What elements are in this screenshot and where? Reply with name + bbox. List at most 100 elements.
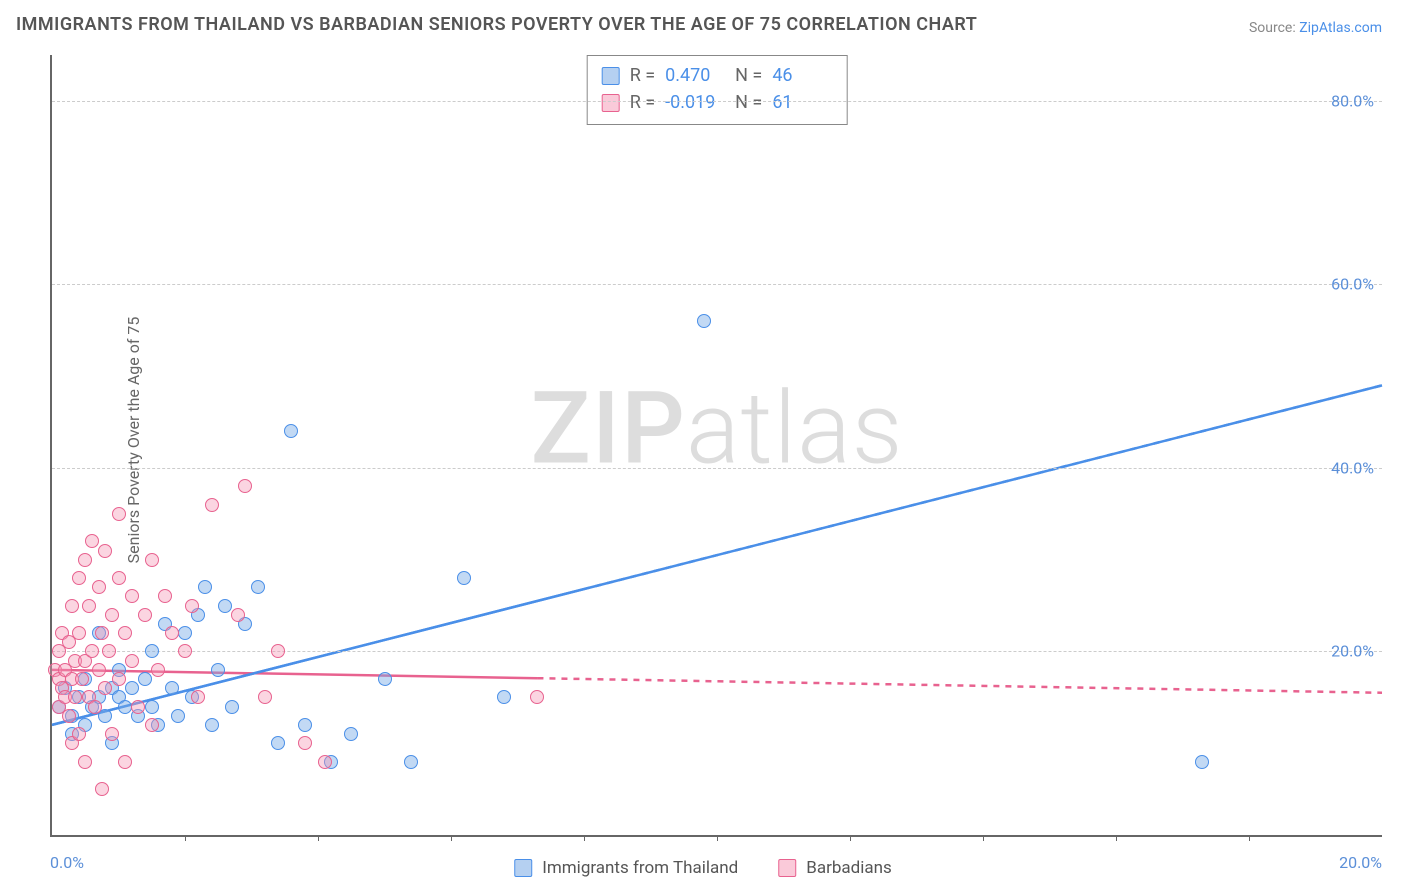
- scatter-point: [92, 580, 106, 594]
- legend-item-thailand: Immigrants from Thailand: [514, 858, 738, 878]
- scatter-point: [125, 589, 139, 603]
- scatter-point: [72, 626, 86, 640]
- scatter-point: [205, 718, 219, 732]
- scatter-point: [68, 690, 82, 704]
- correlation-stats-box: R = 0.470 N = 46 R = -0.019 N = 61: [587, 55, 848, 125]
- scatter-point: [344, 727, 358, 741]
- scatter-point: [697, 314, 711, 328]
- scatter-point: [112, 507, 126, 521]
- scatter-point: [112, 571, 126, 585]
- scatter-point: [318, 755, 332, 769]
- scatter-point: [218, 599, 232, 613]
- scatter-point: [251, 580, 265, 594]
- scatter-point: [118, 626, 132, 640]
- scatter-point: [198, 580, 212, 594]
- stats-row-thailand: R = 0.470 N = 46: [602, 62, 833, 89]
- scatter-point: [457, 571, 471, 585]
- n-value-barbadians: 61: [772, 89, 832, 116]
- x-minor-tick: [717, 835, 718, 841]
- scatter-point: [118, 700, 132, 714]
- scatter-point: [298, 718, 312, 732]
- scatter-point: [271, 736, 285, 750]
- scatter-point: [131, 700, 145, 714]
- legend-label-barbadians: Barbadians: [806, 858, 892, 878]
- scatter-point: [145, 644, 159, 658]
- legend-item-barbadians: Barbadians: [778, 858, 892, 878]
- scatter-point: [165, 681, 179, 695]
- n-label: N =: [735, 62, 762, 89]
- gridline: [52, 284, 1382, 285]
- scatter-point: [62, 709, 76, 723]
- scatter-point: [178, 644, 192, 658]
- scatter-point: [138, 608, 152, 622]
- scatter-point: [404, 755, 418, 769]
- source-prefix: Source:: [1249, 20, 1299, 36]
- source-link[interactable]: ZipAtlas.com: [1299, 20, 1382, 36]
- scatter-point: [95, 782, 109, 796]
- scatter-point: [102, 644, 116, 658]
- x-minor-tick: [451, 835, 452, 841]
- scatter-point: [298, 736, 312, 750]
- y-tick-label: 60.0%: [1331, 275, 1374, 294]
- x-minor-tick: [850, 835, 851, 841]
- scatter-point: [185, 599, 199, 613]
- y-tick-label: 40.0%: [1331, 458, 1374, 477]
- scatter-point: [191, 690, 205, 704]
- scatter-point: [378, 672, 392, 686]
- r-value-thailand: 0.470: [665, 62, 725, 89]
- scatter-point: [125, 654, 139, 668]
- scatter-point: [92, 663, 106, 677]
- scatter-point: [98, 544, 112, 558]
- source-attribution: Source: ZipAtlas.com: [1249, 20, 1382, 36]
- x-minor-tick: [1249, 835, 1250, 841]
- scatter-point: [145, 700, 159, 714]
- scatter-point: [88, 700, 102, 714]
- scatter-point: [145, 718, 159, 732]
- scatter-point: [72, 727, 86, 741]
- scatter-point: [95, 626, 109, 640]
- scatter-point: [98, 681, 112, 695]
- trend-lines-layer: [52, 55, 1382, 835]
- chart-title: IMMIGRANTS FROM THAILAND VS BARBADIAN SE…: [16, 14, 977, 35]
- scatter-point: [165, 626, 179, 640]
- gridline: [52, 101, 1382, 102]
- trend-line: [537, 678, 1382, 693]
- scatter-point: [284, 424, 298, 438]
- scatter-point: [238, 479, 252, 493]
- gridline: [52, 651, 1382, 652]
- swatch-blue-icon: [514, 859, 532, 877]
- scatter-point: [231, 608, 245, 622]
- gridline: [52, 468, 1382, 469]
- scatter-point: [158, 589, 172, 603]
- scatter-point: [72, 571, 86, 585]
- legend-label-thailand: Immigrants from Thailand: [542, 858, 738, 878]
- x-axis-max-label: 20.0%: [1339, 853, 1382, 872]
- scatter-point: [145, 553, 159, 567]
- scatter-point: [178, 626, 192, 640]
- n-label: N =: [735, 89, 762, 116]
- scatter-point: [138, 672, 152, 686]
- scatter-point: [211, 663, 225, 677]
- swatch-pink-icon: [602, 94, 620, 112]
- scatter-point: [78, 553, 92, 567]
- scatter-point: [65, 599, 79, 613]
- scatter-point: [85, 534, 99, 548]
- scatter-point: [118, 755, 132, 769]
- scatter-point: [151, 663, 165, 677]
- bottom-legend: Immigrants from Thailand Barbadians: [514, 858, 892, 878]
- swatch-blue-icon: [602, 67, 620, 85]
- x-axis-min-label: 0.0%: [50, 853, 84, 872]
- r-label: R =: [630, 89, 655, 116]
- scatter-point: [78, 755, 92, 769]
- scatter-point: [271, 644, 285, 658]
- y-tick-label: 20.0%: [1331, 642, 1374, 661]
- scatter-point: [125, 681, 139, 695]
- swatch-pink-icon: [778, 859, 796, 877]
- x-minor-tick: [185, 835, 186, 841]
- scatter-point: [1195, 755, 1209, 769]
- scatter-point: [82, 599, 96, 613]
- scatter-point: [171, 709, 185, 723]
- y-tick-label: 80.0%: [1331, 91, 1374, 110]
- chart-container: IMMIGRANTS FROM THAILAND VS BARBADIAN SE…: [0, 0, 1406, 892]
- scatter-point: [225, 700, 239, 714]
